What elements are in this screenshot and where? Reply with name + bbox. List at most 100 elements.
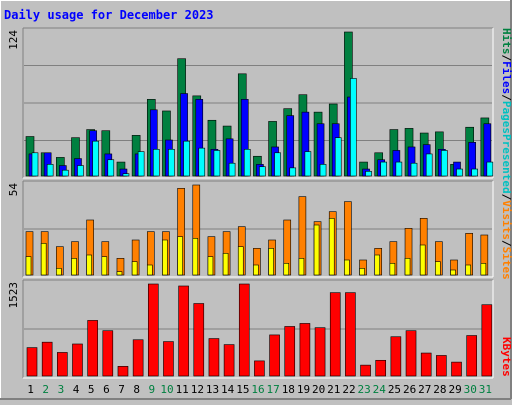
legend-kbytes: KBytes [500, 337, 512, 377]
x-tick-label-day-16: 16 [251, 383, 264, 396]
bar-sites-day-6 [101, 256, 108, 276]
bar-pages-day-6 [107, 159, 115, 177]
bar-kbytes-day-17 [269, 334, 280, 377]
x-tick-label-day-10: 10 [160, 383, 173, 396]
bar-pages-day-18 [289, 167, 297, 177]
bar-kbytes-day-3 [57, 352, 68, 377]
bar-pages-day-2 [46, 164, 54, 177]
bar-kbytes-day-4 [72, 343, 83, 377]
bar-kbytes-day-13 [208, 338, 220, 377]
bar-sites-day-11 [177, 236, 183, 276]
bar-pages-day-11 [183, 140, 190, 177]
x-tick-label-day-4: 4 [73, 383, 80, 396]
bar-kbytes-day-18 [284, 326, 296, 377]
x-tick-label-day-23: 23 [358, 383, 371, 396]
bar-kbytes-day-11 [178, 285, 189, 377]
bar-pages-day-29 [456, 168, 463, 177]
bar-sites-day-7 [116, 271, 123, 276]
legend-part-1: / [500, 55, 512, 62]
bar-pages-day-24 [380, 161, 388, 177]
x-tick-label-day-5: 5 [88, 383, 95, 396]
x-tick-label-day-29: 29 [448, 383, 461, 396]
x-tick-label-day-22: 22 [342, 383, 355, 396]
x-tick-label-day-9: 9 [149, 383, 156, 396]
legend-part-6: / [500, 194, 512, 201]
legend-part-8: / [500, 240, 512, 247]
chart-title: Daily usage for December 2023 [4, 8, 214, 22]
x-tick-label-day-8: 8 [133, 383, 140, 396]
bar-pages-day-5 [92, 140, 99, 177]
x-tick-label-day-14: 14 [221, 383, 235, 396]
x-tick-label-day-1: 1 [27, 383, 34, 396]
bar-kbytes-day-24 [375, 359, 387, 377]
bar-kbytes-day-2 [41, 341, 53, 377]
legend-top-panels: Hits/Files/PagesPresented/Visits/Sites [500, 28, 512, 280]
x-tick-label-day-26: 26 [403, 383, 416, 396]
x-tick-label-day-24: 24 [373, 383, 387, 396]
bar-pages-day-17 [274, 152, 281, 177]
bar-kbytes-day-30 [466, 335, 477, 377]
bar-sites-day-28 [435, 261, 441, 276]
bar-pages-day-9 [152, 148, 160, 177]
bar-pages-day-3 [62, 169, 69, 177]
bar-sites-day-4 [71, 258, 77, 276]
x-tick-label-day-11: 11 [176, 383, 189, 396]
x-tick-label-day-20: 20 [312, 383, 325, 396]
bar-pages-day-22 [350, 78, 357, 177]
bar-sites-day-24 [374, 254, 381, 276]
bar-kbytes-day-16 [254, 360, 265, 377]
bar-sites-day-30 [465, 264, 471, 276]
x-tick-label-day-17: 17 [267, 383, 280, 396]
bar-sites-day-1 [25, 256, 32, 276]
bar-pages-day-30 [471, 168, 478, 177]
bar-kbytes-day-15 [238, 283, 250, 377]
bar-kbytes-day-14 [223, 344, 235, 377]
bar-kbytes-day-27 [420, 352, 432, 377]
bar-sites-day-21 [328, 218, 335, 276]
bar-kbytes-day-20 [314, 327, 326, 377]
bar-pages-day-1 [31, 152, 39, 177]
x-tick-label-day-15: 15 [236, 383, 249, 396]
bar-pages-day-21 [334, 137, 342, 177]
legend-part-3: / [500, 94, 512, 101]
bar-sites-day-27 [419, 244, 426, 276]
y-axis-labels: 124 54 1523 [7, 30, 20, 309]
bar-pages-day-31 [486, 161, 494, 177]
bar-kbytes-day-1 [26, 347, 38, 377]
y-max-label-visits-sites: 54 [7, 183, 20, 197]
legend-part-5: Presented [500, 134, 512, 194]
bar-sites-day-20 [313, 224, 320, 276]
x-tick-label-day-3: 3 [58, 383, 65, 396]
bar-pages-day-14 [228, 162, 236, 177]
panel-kbytes [22, 279, 494, 379]
bar-kbytes-day-26 [405, 330, 417, 377]
x-tick-label-day-12: 12 [191, 383, 204, 396]
bar-sites-day-5 [86, 254, 92, 276]
bar-sites-day-25 [389, 263, 396, 276]
bar-sites-day-23 [359, 268, 365, 276]
bar-sites-day-12 [192, 238, 199, 276]
bar-sites-day-26 [404, 258, 411, 276]
bar-pages-day-25 [395, 161, 403, 177]
bar-pages-day-26 [410, 162, 418, 177]
bar-sites-day-19 [298, 258, 305, 276]
x-tick-label-day-25: 25 [388, 383, 401, 396]
y-max-label-hits-files-pages: 124 [7, 30, 20, 50]
bar-pages-day-13 [213, 150, 221, 177]
x-tick-label-day-19: 19 [297, 383, 310, 396]
bar-sites-day-29 [450, 269, 456, 276]
bar-pages-day-23 [365, 171, 372, 177]
bar-pages-day-15 [243, 148, 251, 177]
x-tick-label-day-27: 27 [418, 383, 431, 396]
bar-sites-day-13 [207, 256, 214, 276]
bar-sites-day-8 [131, 261, 138, 276]
x-tick-label-day-21: 21 [327, 383, 340, 396]
bar-sites-day-9 [146, 264, 153, 276]
bar-pages-day-27 [425, 153, 433, 177]
bar-kbytes-day-7 [117, 366, 129, 377]
bar-pages-day-10 [168, 148, 175, 177]
y-max-label-kbytes: 1523 [7, 282, 20, 309]
x-tick-label-day-31: 31 [479, 383, 492, 396]
x-tick-label-day-28: 28 [433, 383, 446, 396]
bar-sites-day-2 [40, 243, 47, 276]
